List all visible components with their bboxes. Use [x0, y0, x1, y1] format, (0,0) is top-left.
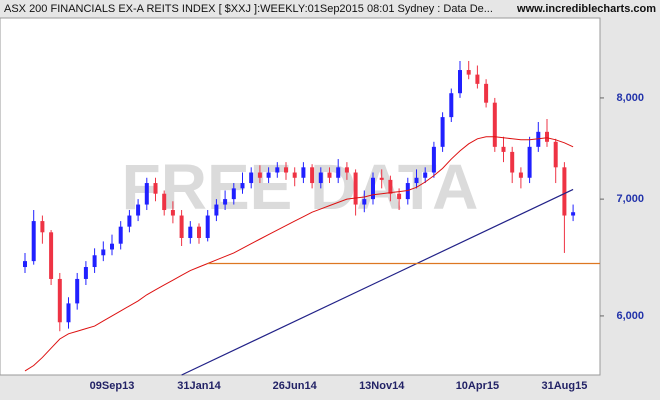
candle-body [92, 255, 97, 268]
trendline [181, 188, 574, 376]
candle-body [553, 141, 558, 168]
candle-body [49, 232, 54, 279]
candle-body [405, 183, 410, 200]
candle-body [223, 199, 228, 205]
candle-body [397, 193, 402, 200]
candle-body [170, 210, 175, 216]
candle-body [449, 93, 454, 118]
candle-body [545, 131, 549, 142]
y-tick-label: 7,000 [616, 193, 644, 205]
candle-body [518, 172, 523, 178]
candle-body [249, 172, 254, 184]
candle-body [275, 167, 280, 173]
candle-body [484, 83, 489, 103]
candle-body [440, 117, 445, 147]
plot-area [0, 17, 601, 376]
candle-body [344, 167, 349, 173]
x-tick-label: 13Nov14 [359, 380, 405, 392]
candle-body [144, 183, 149, 205]
candle-body [431, 146, 436, 173]
x-tick-label: 31Aug15 [541, 380, 587, 392]
candle-body [257, 172, 262, 178]
candle-body [327, 172, 332, 178]
candle-body [562, 167, 567, 216]
candle-body [510, 151, 515, 173]
candle-body [362, 199, 367, 205]
candle-body [153, 183, 158, 194]
candle-body [179, 215, 184, 238]
chart-title: ASX 200 FINANCIALS EX-A REITS INDEX [ $X… [4, 3, 493, 15]
candle-body [318, 172, 323, 184]
candle-body [458, 70, 462, 94]
candle-body [136, 204, 141, 216]
candle-body [536, 131, 541, 147]
candle-body [118, 226, 123, 244]
candle-body [231, 188, 236, 200]
candle-body [266, 172, 271, 178]
candle-body [310, 167, 315, 184]
candle-body [197, 226, 201, 238]
candle-body [83, 267, 88, 279]
candle-body [110, 243, 114, 250]
candle-body [66, 303, 71, 323]
candle-body [23, 261, 27, 268]
candle-body [40, 221, 45, 233]
moving-average [24, 136, 574, 372]
candle-body [240, 183, 245, 189]
candle-body [301, 167, 306, 178]
x-tick-label: 09Sep13 [90, 380, 135, 392]
candle-body [127, 215, 132, 227]
candle-body [284, 167, 288, 173]
candle-body [292, 172, 297, 178]
candle-body [379, 177, 384, 180]
y-tick-label: 6,000 [616, 310, 644, 322]
candle-body [371, 177, 375, 200]
candle-body [162, 193, 167, 211]
candle-body [75, 278, 80, 304]
candle-body [101, 249, 106, 256]
candle-body [492, 102, 497, 147]
candle-body [57, 278, 62, 323]
x-tick-label: 26Jun14 [273, 380, 318, 392]
x-tick-label: 10Apr15 [456, 380, 499, 392]
watermark: FREE DATA [122, 151, 479, 223]
candle-body [423, 172, 428, 178]
candle-body [205, 215, 210, 238]
source: www.incrediblecharts.com [516, 3, 656, 15]
candle-body [336, 167, 341, 178]
candle-body [214, 204, 219, 216]
candle-body [527, 146, 532, 178]
candle-body [188, 226, 193, 238]
candle-body [475, 74, 480, 84]
candle-body [571, 212, 576, 216]
x-tick-label: 31Jan14 [177, 380, 221, 392]
candle-body [31, 221, 36, 262]
candle-body [501, 146, 506, 152]
candle-body [353, 172, 358, 205]
candle-body [466, 70, 471, 75]
candle-body [388, 179, 393, 194]
y-tick-label: 8,000 [616, 92, 644, 104]
candle-body [414, 177, 419, 184]
